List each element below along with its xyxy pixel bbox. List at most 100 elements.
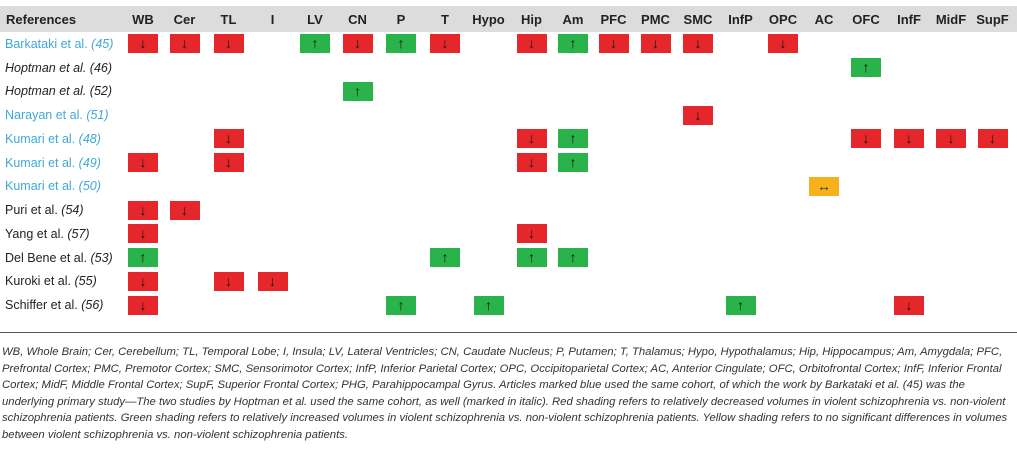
cell-t: ↓: [423, 32, 467, 56]
cell-am: [553, 198, 593, 222]
cell-ac: ↔: [804, 175, 844, 199]
cell-i: [251, 246, 294, 270]
citation-number: (48): [78, 131, 101, 146]
cell-midf: [930, 103, 972, 127]
author-name: Yang et al.: [5, 226, 64, 241]
cell-i: [251, 127, 294, 151]
cell-p: ↑: [379, 32, 423, 56]
cell-supf: ↓: [972, 127, 1013, 151]
table-row: Yang et al. (57)↓↓↓: [0, 222, 1017, 246]
citation-number: (52): [89, 84, 113, 99]
brain-volume-table: References WB Cer TL I LV CN P T Hypo Hip Am PFC PMC…: [0, 6, 1017, 317]
no-difference-mark: ↔: [809, 176, 839, 196]
cell-wb: [123, 175, 163, 199]
cell-smc: [677, 127, 719, 151]
cell-smc: [677, 270, 719, 294]
cell-midf: [930, 293, 972, 317]
cell-smc: [677, 293, 719, 317]
cell-hypo: [467, 198, 510, 222]
cell-opc: [762, 56, 804, 80]
cell-midf: [930, 80, 972, 104]
cell-i: [251, 80, 294, 104]
increase-mark: ↑: [386, 34, 416, 54]
citation-number: (56): [81, 298, 104, 313]
decrease-mark: ↓: [213, 129, 244, 149]
cell-smc: [677, 246, 719, 270]
decrease-mark: ↓: [598, 34, 629, 54]
cell-opc: ↓: [762, 32, 804, 56]
cell-tl: ↓: [206, 151, 251, 175]
cell-p: [379, 127, 423, 151]
cell-i: [251, 198, 294, 222]
cell-infp: [719, 222, 762, 246]
decrease-mark: ↓: [768, 34, 798, 54]
cell-inff: [888, 246, 930, 270]
cell-p: [379, 80, 423, 104]
cell-ofc: ↓: [844, 127, 888, 151]
cell-infp: [719, 103, 762, 127]
decrease-mark: ↓: [516, 34, 547, 54]
cell-pfc: [593, 151, 634, 175]
column-header-cer: Cer: [173, 11, 196, 27]
increase-mark: ↑: [725, 295, 756, 315]
cell-midf: [930, 175, 972, 199]
cell-wb: ↓: [123, 151, 163, 175]
cell-infp: [719, 270, 762, 294]
cell-i: [251, 56, 294, 80]
cell-pmc: [634, 56, 677, 80]
cell-p: [379, 103, 423, 127]
increase-mark: ↑: [558, 129, 588, 149]
column-header-am: Am: [562, 11, 584, 27]
decrease-mark: ↓: [169, 34, 200, 54]
decrease-mark: ↓: [683, 105, 713, 125]
cell-pmc: [634, 175, 677, 199]
citation-number: (53): [90, 250, 113, 265]
cell-phg: [1013, 103, 1017, 127]
cell-hypo: [467, 56, 510, 80]
cell-midf: [930, 222, 972, 246]
cell-cn: [336, 246, 379, 270]
cell-am: ↑: [553, 32, 593, 56]
cell-phg: [1013, 80, 1017, 104]
cell-wb: ↓: [123, 222, 163, 246]
cell-tl: [206, 56, 251, 80]
decrease-mark: ↓: [894, 129, 924, 149]
cell-cn: [336, 103, 379, 127]
author-name: Schiffer et al.: [5, 298, 78, 313]
column-header-p: P: [396, 11, 406, 27]
cell-inff: ↓: [888, 293, 930, 317]
cell-ac: [804, 270, 844, 294]
cell-am: [553, 222, 593, 246]
cell-pmc: [634, 270, 677, 294]
increase-mark: ↑: [430, 248, 460, 268]
cell-hip: [510, 103, 553, 127]
cell-wb: ↑: [123, 246, 163, 270]
cell-hip: [510, 293, 553, 317]
column-header-ofc: OFC: [852, 11, 880, 27]
cell-inff: [888, 103, 930, 127]
cell-phg: [1013, 151, 1017, 175]
cell-infp: [719, 80, 762, 104]
cell-pfc: [593, 270, 634, 294]
cell-hypo: [467, 175, 510, 199]
cell-ac: [804, 32, 844, 56]
cell-ac: [804, 80, 844, 104]
decrease-mark: ↓: [516, 129, 547, 149]
cell-infp: [719, 32, 762, 56]
cell-hypo: [467, 270, 510, 294]
column-header-infp: InfP: [728, 11, 753, 27]
cell-hypo: [467, 32, 510, 56]
column-header-hypo: Hypo: [472, 11, 505, 27]
cell-pmc: [634, 127, 677, 151]
decrease-mark: ↓: [516, 224, 547, 244]
cell-supf: [972, 32, 1013, 56]
cell-ofc: ↑: [844, 56, 888, 80]
decrease-mark: ↓: [169, 200, 200, 220]
decrease-mark: ↓: [213, 271, 244, 291]
cell-phg: [1013, 246, 1017, 270]
cell-ac: [804, 246, 844, 270]
cell-p: [379, 246, 423, 270]
decrease-mark: ↓: [894, 295, 924, 315]
cell-cn: ↓: [336, 32, 379, 56]
cell-cn: [336, 198, 379, 222]
